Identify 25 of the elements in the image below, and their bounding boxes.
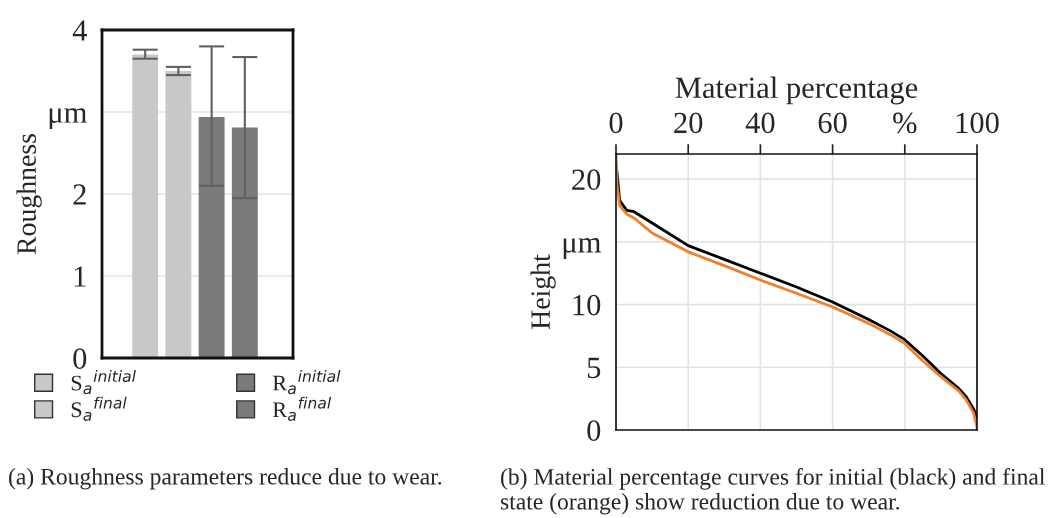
legend-label: R$_{a}$$^{initial}$	[272, 370, 341, 395]
legend-label: S$_{a}$$^{final}$	[71, 396, 127, 421]
x-tick-label: 0	[609, 112, 623, 134]
x-tick-label: %	[893, 112, 917, 134]
y-tick-label: 4	[72, 20, 87, 41]
y-axis-title: Height	[530, 254, 556, 329]
y-tick-label: 0	[587, 420, 601, 441]
x-tick-label: 20	[674, 112, 703, 134]
y-tick-label: 1	[74, 266, 86, 287]
y-tick-label: μm	[563, 238, 601, 259]
y-axis-title: Roughness	[16, 134, 42, 255]
y-tick-label: 2	[73, 184, 86, 205]
y-tick-label: μm	[49, 108, 87, 130]
y-tick-label: 20	[572, 169, 601, 190]
text: (a) Roughness parameters reduce due to wear.	[9, 468, 442, 490]
legend-label: S$_{a}$$^{initial}$	[71, 370, 136, 395]
x-axis-title: Material percentage	[675, 76, 918, 105]
x-tick-label: 60	[818, 112, 847, 134]
y-tick-label: 5	[587, 357, 601, 379]
x-tick-label: 100	[956, 112, 999, 134]
x-tick-label: 40	[745, 112, 775, 134]
legend-label: R$_{a}$$^{final}$	[272, 396, 332, 421]
y-tick-label: 10	[573, 294, 601, 316]
text: (b) Material percentage curves for initial (black) and final state (orange) show reduction due to wear.	[500, 468, 1045, 515]
y-tick-label: 0	[73, 348, 87, 369]
